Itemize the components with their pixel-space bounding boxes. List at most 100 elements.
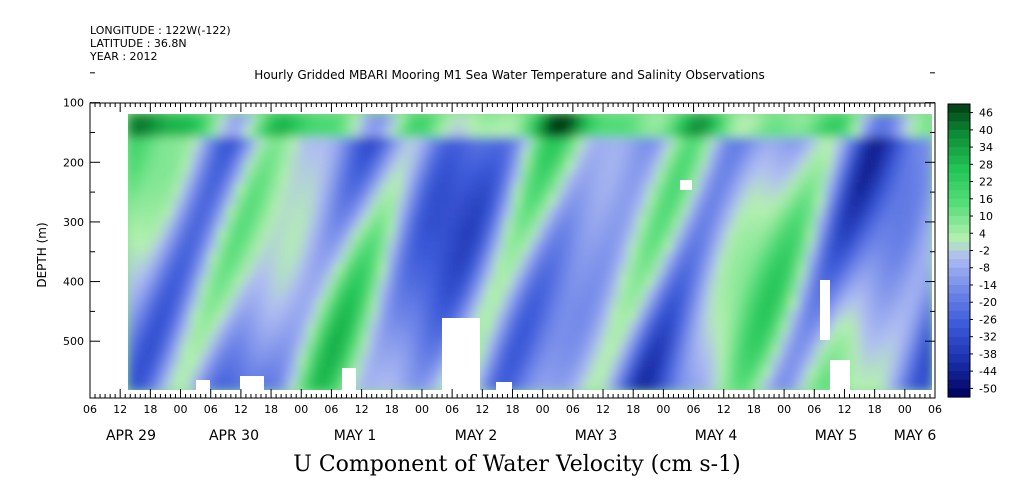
colorbar-band [948, 147, 970, 157]
colorbar-label: -26 [979, 313, 997, 326]
x-tick-label: 06 [324, 403, 338, 416]
x-tick-label: 00 [415, 403, 429, 416]
colorbar-band [948, 267, 970, 277]
x-axis-label: U Component of Water Velocity (cm s-1) [293, 452, 741, 477]
colorbar-label: -44 [979, 365, 997, 378]
colorbar-label: -2 [979, 245, 990, 258]
x-date-label: APR 30 [209, 428, 259, 444]
colorbar-band [948, 345, 970, 355]
y-tick-label: 500 [63, 335, 84, 348]
colorbar-band [948, 310, 970, 321]
colorbar-band [948, 198, 970, 209]
x-date-label: MAY 6 [894, 428, 937, 444]
x-tick-label: 12 [717, 403, 731, 416]
colorbar-band [948, 319, 970, 329]
x-date-label: MAY 2 [455, 428, 497, 444]
colorbar-band [948, 388, 970, 398]
x-tick-label: 06 [204, 403, 218, 416]
y-tick-label: 400 [63, 276, 84, 289]
colorbar-band [948, 353, 970, 364]
y-tick-label: 100 [63, 97, 84, 110]
x-tick-label: 18 [626, 403, 640, 416]
colorbar-band [948, 284, 970, 295]
x-tick-label: 00 [294, 403, 308, 416]
x-tick-label: 00 [898, 403, 912, 416]
colorbar-band [948, 276, 970, 286]
latitude-label: LATITUDE : 36.8N [90, 37, 187, 50]
x-tick-label: 18 [385, 403, 399, 416]
colorbar-label: -50 [979, 382, 997, 395]
y-tick-label: 200 [63, 156, 84, 169]
x-tick-label: 12 [596, 403, 610, 416]
colorbar-band [948, 155, 970, 165]
colorbar-band [948, 233, 970, 243]
colorbar-label: -14 [979, 279, 997, 292]
colorbar-label: -8 [979, 262, 990, 275]
colorbar-band [948, 138, 970, 148]
colorbar-band [948, 129, 970, 140]
colorbar-band [948, 164, 970, 174]
x-tick-label: 00 [174, 403, 188, 416]
y-axis-label: DEPTH (m) [35, 222, 49, 287]
x-tick-label: 18 [264, 403, 278, 416]
x-tick-label: 06 [687, 403, 701, 416]
colorbar-label: 34 [979, 141, 993, 154]
colorbar-label: -32 [979, 331, 997, 344]
x-tick-label: 12 [355, 403, 369, 416]
colorbar: 46 40 34 28 22 16 10 4 -2 -8 -14 -20 -26 -32 -38 -44 -50 [947, 103, 997, 398]
colorbar-band [948, 293, 970, 303]
colorbar-band [948, 181, 970, 191]
x-tick-label: 06 [445, 403, 459, 416]
colorbar-band [948, 241, 970, 252]
colorbar-label: 16 [979, 193, 993, 206]
colorbar-label: 28 [979, 158, 993, 171]
x-date-label: APR 29 [106, 428, 156, 444]
axes [89, 72, 936, 399]
x-tick-label: 18 [506, 403, 520, 416]
longitude-label: LONGITUDE : 122W(-122) [90, 24, 231, 37]
x-date-label: MAY 1 [334, 428, 376, 444]
x-tick-label: 18 [868, 403, 882, 416]
tick-labels: 100 200 300 400 500 06 12 18 00 06 12 18 00 06 12 18 00 0… [63, 97, 942, 444]
year-label: YEAR : 2012 [90, 50, 158, 63]
colorbar-label: 4 [979, 227, 986, 240]
colorbar-band [948, 190, 970, 200]
colorbar-label: -38 [979, 348, 997, 361]
x-tick-label: 18 [143, 403, 157, 416]
colorbar-label: 46 [979, 107, 993, 120]
colorbar-band [948, 336, 970, 346]
colorbar-band [948, 259, 970, 269]
colorbar-band [948, 112, 970, 122]
colorbar-label: -20 [979, 296, 997, 309]
x-tick-label: 06 [928, 403, 942, 416]
x-tick-label: 06 [566, 403, 580, 416]
x-tick-label: 06 [807, 403, 821, 416]
x-date-label: MAY 3 [575, 428, 617, 444]
colorbar-band [948, 216, 970, 226]
x-tick-label: 18 [747, 403, 761, 416]
colorbar-band [948, 379, 970, 389]
x-tick-label: 00 [536, 403, 550, 416]
heatmap-field [128, 114, 932, 390]
colorbar-band [948, 328, 970, 338]
chart-title: Hourly Gridded MBARI Mooring M1 Sea Wate… [254, 68, 765, 82]
colorbar-band [948, 121, 970, 131]
x-tick-label: 12 [113, 403, 127, 416]
colorbar-label: 40 [979, 124, 993, 137]
colorbar-band [948, 207, 970, 217]
colorbar-band [948, 250, 970, 260]
x-date-label: MAY 5 [815, 428, 857, 444]
colorbar-band [948, 362, 970, 372]
y-tick-label: 300 [63, 216, 84, 229]
colorbar-band [948, 302, 970, 312]
x-date-label: MAY 4 [695, 428, 738, 444]
x-tick-label: 06 [83, 403, 97, 416]
colorbar-band [948, 172, 970, 183]
colorbar-label: 10 [979, 210, 993, 223]
colorbar-band [948, 224, 970, 234]
x-tick-label: 12 [234, 403, 248, 416]
colorbar-band [948, 104, 970, 114]
x-tick-label: 12 [837, 403, 851, 416]
x-tick-label: 12 [475, 403, 489, 416]
